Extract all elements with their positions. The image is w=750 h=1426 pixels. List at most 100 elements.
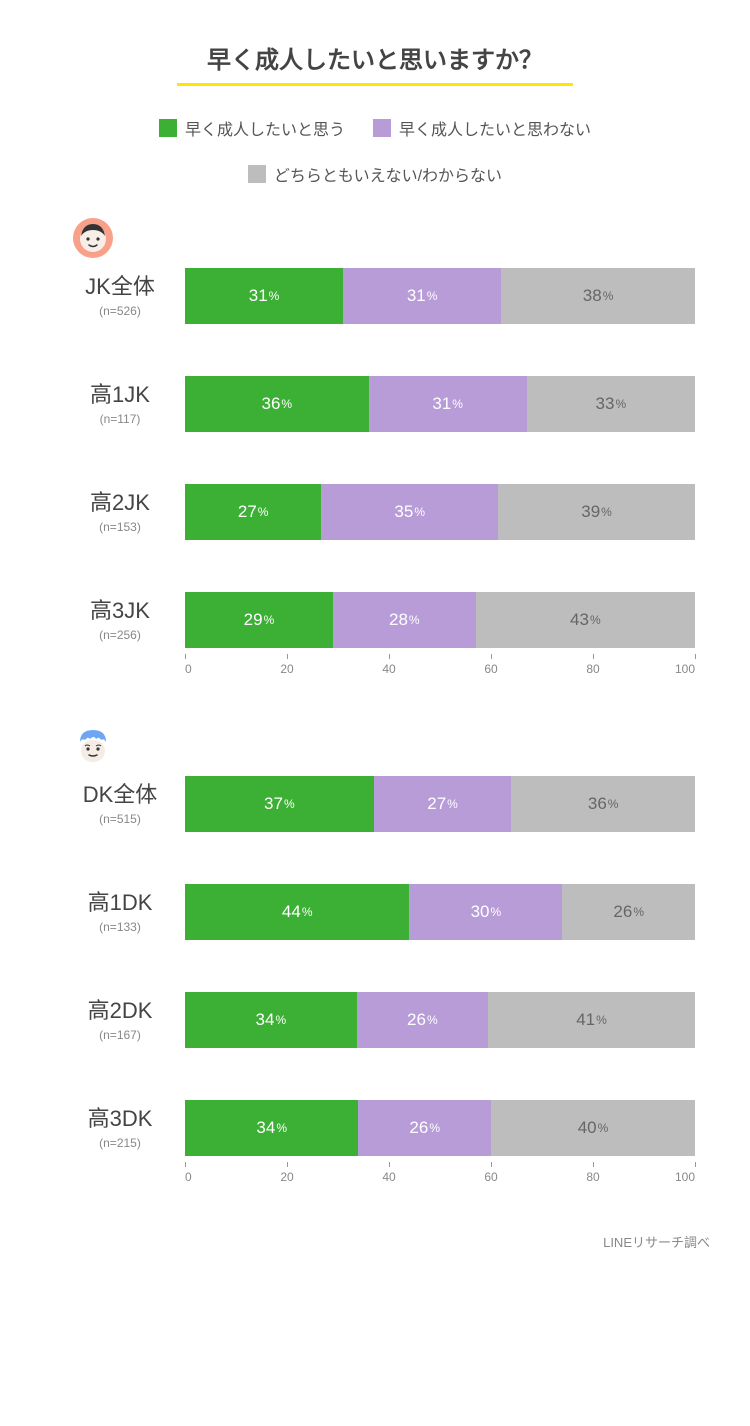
chart-group: JK全体(n=526)31%31%38%高1JK(n=117)36%31%33%… <box>0 216 750 724</box>
chart-title-wrap: 早く成人したいと思いますか？ <box>0 40 750 86</box>
row-sample-size: (n=133) <box>55 920 185 936</box>
row-sample-size: (n=153) <box>55 520 185 536</box>
percent-symbol: % <box>284 797 295 811</box>
legend-item: 早く成人したいと思わない <box>373 116 591 140</box>
stacked-bar: 37%27%36% <box>185 776 695 832</box>
axis-tick-label: 0 <box>185 662 192 676</box>
percent-symbol: % <box>633 905 644 919</box>
legend-swatch <box>373 119 391 137</box>
legend-label: 早く成人したいと思わない <box>399 116 591 140</box>
percent-symbol: % <box>601 505 612 519</box>
percent-symbol: % <box>414 505 425 519</box>
segment-value: 36 <box>262 394 281 414</box>
axis-tick-mark <box>185 654 186 659</box>
segment-value: 27 <box>238 502 257 522</box>
segment-value: 31 <box>432 394 451 414</box>
segment-value: 30 <box>471 902 490 922</box>
bar-segment: 36% <box>511 776 695 832</box>
segment-value: 43 <box>570 610 589 630</box>
percent-symbol: % <box>409 613 420 627</box>
row-label: 高1DK (n=133) <box>55 889 185 935</box>
stacked-bar: 29%28%43% <box>185 592 695 648</box>
percent-symbol: % <box>447 797 458 811</box>
bar-segment: 40% <box>491 1100 695 1156</box>
bar-row: 高3JK(n=256)29%28%43% <box>55 590 695 650</box>
bar-segment: 41% <box>488 992 695 1048</box>
segment-value: 26 <box>409 1118 428 1138</box>
segment-value: 26 <box>613 902 632 922</box>
segment-value: 26 <box>407 1010 426 1030</box>
bar-segment: 44% <box>185 884 409 940</box>
segment-value: 33 <box>596 394 615 414</box>
row-label: 高3DK(n=215) <box>55 1105 185 1151</box>
bar-segment: 33% <box>527 376 695 432</box>
axis-tick-mark <box>389 654 390 659</box>
legend-label: どちらともいえない/わからない <box>274 162 502 186</box>
bar-row: 高2JK(n=153)27%35%39% <box>55 482 695 542</box>
girl-avatar-icon <box>71 216 115 260</box>
percent-symbol: % <box>281 397 292 411</box>
legend-label: 早く成人したいと思う <box>185 116 345 140</box>
row-name: 高2JK <box>55 489 185 518</box>
bar-row: 高3DK(n=215)34%26%40% <box>55 1098 695 1158</box>
chart-title: 早く成人したいと思いますか？ <box>177 40 573 86</box>
segment-value: 36 <box>588 794 607 814</box>
percent-symbol: % <box>603 289 614 303</box>
bar-segment: 34% <box>185 1100 358 1156</box>
segment-value: 37 <box>264 794 283 814</box>
axis-tick-mark <box>287 654 288 659</box>
segment-value: 29 <box>244 610 263 630</box>
percent-symbol: % <box>598 1121 609 1135</box>
row-name: DK全体 <box>55 781 185 810</box>
bar-segment: 31% <box>343 268 501 324</box>
segment-value: 35 <box>394 502 413 522</box>
bar-segment: 34% <box>185 992 357 1048</box>
bar-segment: 29% <box>185 592 333 648</box>
axis-tick-label: 20 <box>280 662 293 676</box>
row-name: 高3DK <box>55 1105 185 1134</box>
percent-symbol: % <box>264 613 275 627</box>
segment-value: 41 <box>576 1010 595 1030</box>
axis-tick-mark <box>491 1162 492 1167</box>
percent-symbol: % <box>596 1013 607 1027</box>
bar-segment: 26% <box>357 992 488 1048</box>
boy-avatar-icon <box>71 724 115 768</box>
percent-symbol: % <box>590 613 601 627</box>
row-name: 高1JK <box>55 381 185 410</box>
row-name: 高1DK <box>55 889 185 918</box>
percent-symbol: % <box>427 1013 438 1027</box>
segment-value: 44 <box>282 902 301 922</box>
row-label: DK全体 (n=515) <box>55 781 185 827</box>
row-label: 高3JK(n=256) <box>55 597 185 643</box>
bar-segment: 28% <box>333 592 476 648</box>
percent-symbol: % <box>276 1121 287 1135</box>
chart-group: DK全体(n=515)37%27%36%高1DK(n=133)44%30%26%… <box>0 724 750 1232</box>
axis-tick-mark <box>695 654 696 659</box>
axis-tick-label: 60 <box>484 662 497 676</box>
bar-segment: 27% <box>185 484 321 540</box>
stacked-bar: 34%26%40% <box>185 1100 695 1156</box>
row-label: 高1JK (n=117) <box>55 381 185 427</box>
stacked-bar: 34%26%41% <box>185 992 695 1048</box>
axis-tick-label: 40 <box>382 662 395 676</box>
segment-value: 40 <box>578 1118 597 1138</box>
axis-tick-label: 60 <box>484 1170 497 1184</box>
bar-segment: 31% <box>185 268 343 324</box>
segment-value: 34 <box>256 1010 275 1030</box>
percent-symbol: % <box>275 1013 286 1027</box>
bar-row: JK全体(n=526)31%31%38% <box>55 266 695 326</box>
axis-tick-label: 40 <box>382 1170 395 1184</box>
axis-tick-label: 100 <box>675 1170 695 1184</box>
row-name: 高2DK <box>55 997 185 1026</box>
legend-item: 早く成人したいと思う <box>159 116 345 140</box>
row-sample-size: (n=256) <box>55 628 185 644</box>
bar-row: 高1DK(n=133)44%30%26% <box>55 882 695 942</box>
row-sample-size: (n=515) <box>55 812 185 828</box>
percent-symbol: % <box>452 397 463 411</box>
axis-tick-mark <box>593 1162 594 1167</box>
bar-segment: 26% <box>358 1100 491 1156</box>
legend-swatch <box>159 119 177 137</box>
bar-segment: 27% <box>374 776 512 832</box>
row-sample-size: (n=117) <box>55 412 185 428</box>
legend-swatch <box>248 165 266 183</box>
